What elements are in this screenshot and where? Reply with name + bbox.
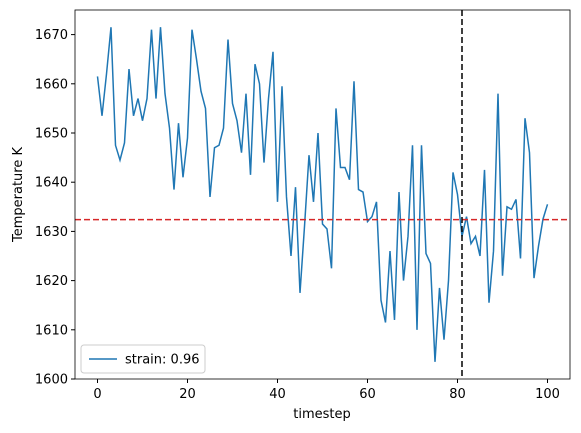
data-line xyxy=(96,27,549,362)
y-tick-label: 1610 xyxy=(35,323,68,338)
y-tick-label: 1630 xyxy=(35,225,68,240)
x-axis-label: timestep xyxy=(293,407,351,422)
x-tick-label: 80 xyxy=(449,387,466,402)
x-tick-label: 40 xyxy=(269,387,286,402)
y-tick-label: 1640 xyxy=(35,176,68,191)
x-tick-label: 60 xyxy=(359,387,376,402)
legend-box xyxy=(80,344,206,374)
plot-frame xyxy=(74,9,571,380)
x-tick-label: 100 xyxy=(535,387,560,402)
y-tick-label: 1620 xyxy=(35,274,68,289)
legend-label: strain: 0.96 xyxy=(125,353,200,368)
y-tick-label: 1650 xyxy=(35,127,68,142)
x-tick-label: 20 xyxy=(179,387,196,402)
y-tick-label: 1600 xyxy=(35,373,68,388)
y-tick-label: 1660 xyxy=(35,77,68,92)
y-axis-label: Temperature K xyxy=(11,147,26,243)
x-tick-label: 0 xyxy=(93,387,101,402)
y-tick-label: 1670 xyxy=(35,28,68,43)
